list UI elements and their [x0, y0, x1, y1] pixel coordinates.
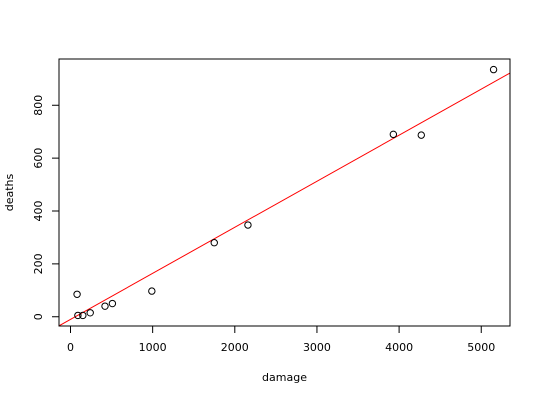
data-point	[417, 131, 425, 139]
regression-line	[59, 72, 510, 326]
x-axis-label: damage	[262, 371, 307, 384]
data-point	[101, 302, 109, 310]
y-tick-label: 400	[32, 201, 45, 222]
x-tick-label: 4000	[385, 341, 413, 354]
data-point	[489, 65, 498, 74]
y-axis: 0 200 400 600 800	[32, 95, 60, 320]
x-tick-label: 1000	[139, 341, 167, 354]
data-point	[244, 221, 252, 229]
y-tick-label: 0	[32, 313, 45, 320]
x-tick-label: 2000	[221, 341, 249, 354]
data-point	[74, 311, 82, 320]
data-point	[389, 130, 398, 139]
data-point	[79, 311, 87, 320]
data-point	[210, 239, 218, 247]
data-point	[148, 287, 156, 295]
data-point	[108, 299, 117, 308]
data-layer	[59, 65, 510, 326]
data-point	[86, 309, 94, 317]
y-tick-label: 600	[32, 148, 45, 169]
x-tick-label: 0	[67, 341, 74, 354]
y-tick-label: 800	[32, 95, 45, 116]
x-axis: 0 1000 2000 3000 4000 5000	[67, 325, 495, 354]
y-tick-label: 200	[32, 253, 45, 274]
x-tick-label: 5000	[467, 341, 495, 354]
data-point	[73, 290, 81, 298]
y-axis-label: deaths	[3, 173, 16, 211]
x-tick-label: 3000	[303, 341, 331, 354]
